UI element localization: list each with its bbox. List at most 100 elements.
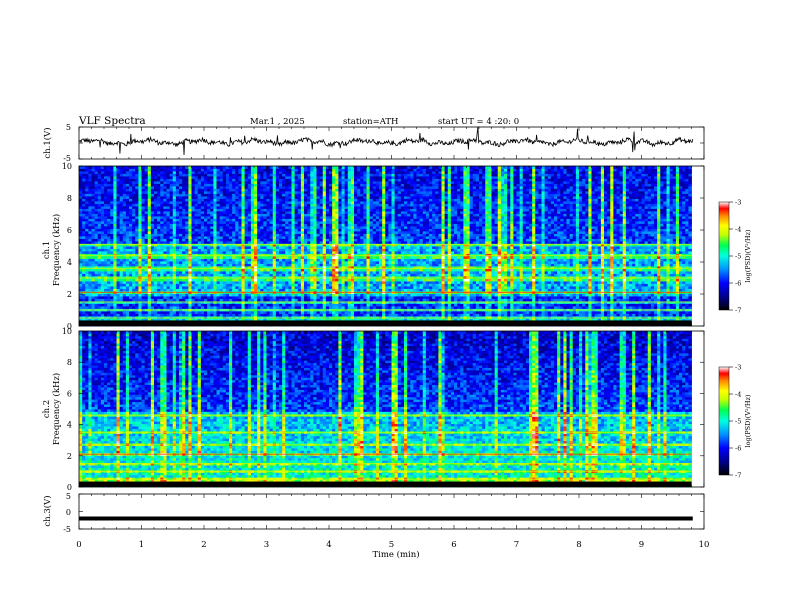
- spectrogram-cell: [217, 279, 221, 282]
- spectrogram-cell: [542, 294, 546, 297]
- spectrogram-cell: [629, 286, 633, 289]
- spectrogram-cell: [432, 304, 436, 307]
- spectrogram-cell: [342, 294, 346, 297]
- spectrogram-cell: [476, 284, 480, 287]
- spectrogram-cell: [232, 264, 236, 267]
- spectrogram-cell: [660, 284, 664, 287]
- spectrogram-cell: [560, 264, 564, 267]
- spectrogram-cell: [173, 274, 177, 277]
- spectrogram-cell: [104, 294, 108, 297]
- spectrogram-cell: [254, 306, 258, 309]
- spectrogram-cell: [663, 274, 667, 277]
- spectrogram-cell: [260, 271, 264, 274]
- spectrogram-cell: [423, 294, 427, 297]
- spectrogram-cell: [388, 284, 392, 287]
- spectrogram-cell: [513, 279, 517, 282]
- spectrogram-cell: [673, 289, 677, 292]
- spectrogram-cell: [88, 264, 92, 267]
- spectrogram-cell: [198, 279, 202, 282]
- spectrogram-cell: [179, 306, 183, 309]
- spectrogram-cell: [213, 279, 217, 282]
- spectrogram-cell: [323, 264, 327, 267]
- spectrogram-cell: [379, 289, 383, 292]
- spectrogram-cell: [88, 311, 92, 314]
- spectrogram-cell: [432, 306, 436, 309]
- spectrogram-cell: [351, 294, 355, 297]
- spectrogram-cell: [592, 286, 596, 289]
- spectrogram-cell: [498, 306, 502, 309]
- spectrogram-cell: [654, 296, 658, 299]
- spectrogram-cell: [263, 289, 267, 292]
- spectrogram-cell: [657, 299, 661, 302]
- spectrogram-cell: [301, 279, 305, 282]
- spectrogram-cell: [657, 289, 661, 292]
- spectrogram-cell: [338, 271, 342, 274]
- spectrogram-cell: [413, 269, 417, 272]
- spectrogram-cell: [192, 264, 196, 267]
- spectrogram-cell: [507, 286, 511, 289]
- spectrogram-cell: [538, 279, 542, 282]
- spectrogram-cell: [176, 284, 180, 287]
- spectrogram-cell: [167, 271, 171, 274]
- spectrogram-cell: [132, 314, 136, 317]
- spectrogram-cell: [313, 294, 317, 297]
- spectrogram-cell: [220, 311, 224, 314]
- spectrogram-cell: [254, 264, 258, 267]
- spectrogram-cell: [257, 289, 261, 292]
- spectrogram-cell: [107, 314, 111, 317]
- spectrogram-cell: [351, 284, 355, 287]
- spectrogram-cell: [207, 294, 211, 297]
- spectrogram-cell: [463, 271, 467, 274]
- spectrogram-cell: [404, 294, 408, 297]
- spectrogram-cell: [82, 289, 86, 292]
- spectrogram-cell: [310, 299, 314, 302]
- spectrogram-cell: [567, 269, 571, 272]
- spectrogram-cell: [357, 286, 361, 289]
- spectrogram-cell: [529, 269, 533, 272]
- spectrogram-cell: [335, 289, 339, 292]
- spectrogram-cell: [485, 306, 489, 309]
- spectrogram-cell: [595, 294, 599, 297]
- spectrogram-cell: [276, 289, 280, 292]
- spectrogram-cell: [210, 314, 214, 317]
- spectrogram-cell: [123, 294, 127, 297]
- spectrogram-cell: [185, 306, 189, 309]
- spectrogram-cell: [445, 271, 449, 274]
- spectrogram-cell: [104, 264, 108, 267]
- spectrogram-cell: [101, 296, 105, 299]
- spectrogram-cell: [192, 286, 196, 289]
- spectrogram-cell: [107, 274, 111, 277]
- spectrogram-cell: [460, 306, 464, 309]
- spectrogram-cell: [676, 306, 680, 309]
- spectrogram-cell: [348, 299, 352, 302]
- spectrogram-cell: [354, 299, 358, 302]
- spectrogram-cell: [617, 281, 621, 284]
- spectrogram-cell: [548, 284, 552, 287]
- spectrogram-cell: [517, 281, 521, 284]
- spectrogram-cell: [623, 289, 627, 292]
- spectrogram-cell: [529, 314, 533, 317]
- spectrogram-cell: [507, 264, 511, 267]
- spectrogram-cell: [457, 264, 461, 267]
- spectrogram-cell: [623, 281, 627, 284]
- spectrogram-cell: [451, 289, 455, 292]
- spectrogram-cell: [482, 294, 486, 297]
- spectrogram-cell: [588, 289, 592, 292]
- spectrogram-cell: [173, 289, 177, 292]
- spectrogram-cell: [426, 264, 430, 267]
- spectrogram-cell: [120, 296, 124, 299]
- spectrogram-cell: [535, 284, 539, 287]
- spectrogram-cell: [279, 299, 283, 302]
- spectrogram-cell: [676, 274, 680, 277]
- spectrogram-cell: [335, 279, 339, 282]
- spectrogram-cell: [351, 269, 355, 272]
- spectrogram-cell: [688, 279, 692, 282]
- spectrogram-cell: [285, 271, 289, 274]
- spectrogram-cell: [254, 299, 258, 302]
- spectrogram-cell: [504, 306, 508, 309]
- spectrogram-cell: [132, 296, 136, 299]
- spectrogram-cell: [557, 289, 561, 292]
- spectrogram-cell: [123, 306, 127, 309]
- spectrogram-cell: [342, 274, 346, 277]
- spectrogram-cell: [148, 274, 152, 277]
